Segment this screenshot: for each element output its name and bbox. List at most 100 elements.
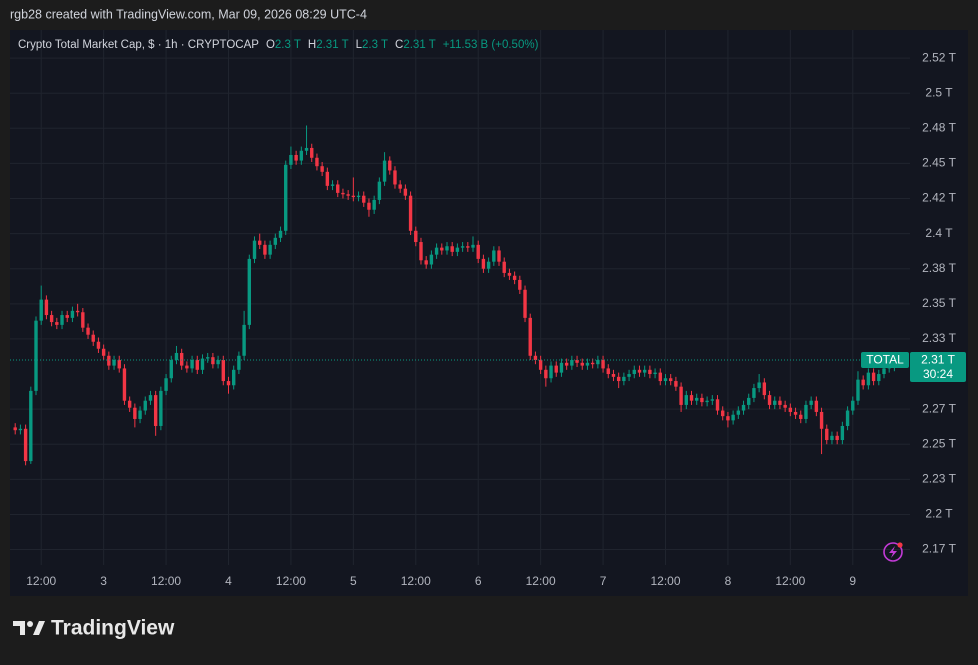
candle-body xyxy=(507,272,512,276)
candle-body xyxy=(825,428,829,441)
candle-body xyxy=(143,400,147,411)
legend-key: C xyxy=(395,39,403,51)
candle-body xyxy=(799,414,803,419)
lightning-icon[interactable] xyxy=(889,546,897,558)
candle-body xyxy=(450,246,454,252)
candle-body xyxy=(231,369,236,386)
candle-body xyxy=(466,246,470,248)
candle-body xyxy=(330,184,335,186)
candle-body xyxy=(642,369,647,373)
countdown-label: 30:24 xyxy=(923,367,953,381)
y-tick-label: 2.23 T xyxy=(922,472,956,486)
candle-body xyxy=(606,368,610,375)
candle-body xyxy=(284,164,288,231)
x-tick-label: 6 xyxy=(475,574,482,588)
candle-body xyxy=(75,310,80,313)
chart-panel xyxy=(10,30,968,596)
candle-body xyxy=(289,154,293,165)
candle-body xyxy=(304,147,309,151)
candle-body xyxy=(153,395,158,426)
candle-body xyxy=(367,202,371,210)
candle-body xyxy=(747,397,751,405)
candle-body xyxy=(346,194,350,196)
candle-body xyxy=(221,359,225,382)
x-tick-label: 12:00 xyxy=(650,574,680,588)
candle-body xyxy=(356,195,361,198)
last-price-tag-box xyxy=(861,351,909,368)
axes: 2.52 T 2.5 T 2.48 T 2.45 T 2.42 T 2.4 T 2.38 T… xyxy=(26,50,966,588)
candle-body xyxy=(658,372,662,382)
y-tick-label: 2.48 T xyxy=(922,120,956,134)
legend-change: +11.53 B (+0.50%) xyxy=(443,39,539,51)
candle-body xyxy=(736,410,741,415)
candle-body xyxy=(585,362,590,366)
candle-body xyxy=(648,369,652,375)
candle-body xyxy=(55,322,59,325)
y-tick-label: 2.25 T xyxy=(922,436,956,450)
candle-body xyxy=(538,359,543,370)
x-tick-label: 12:00 xyxy=(401,574,431,588)
candle-body xyxy=(18,428,23,431)
candle-body xyxy=(845,410,850,426)
candle-body xyxy=(122,368,127,401)
y-tick-label: 2.38 T xyxy=(922,261,956,275)
candle-body xyxy=(668,378,673,382)
candle-body xyxy=(226,381,231,386)
x-tick-label: 12:00 xyxy=(276,574,306,588)
candle-body xyxy=(721,410,725,417)
candle-body xyxy=(351,195,356,198)
last-price-tag: TOTAL xyxy=(866,353,904,367)
candle-body xyxy=(29,390,33,462)
candle-body xyxy=(559,362,564,373)
candle-body xyxy=(674,381,678,387)
candle-body xyxy=(533,355,538,360)
candle-body xyxy=(549,365,553,379)
candle-body xyxy=(570,359,574,366)
lightning-button[interactable] xyxy=(883,542,903,562)
y-tick-label: 2.4 T xyxy=(925,226,953,240)
candle-body xyxy=(679,386,683,405)
candle-body xyxy=(169,359,173,379)
candle-body xyxy=(622,376,626,382)
candle-body xyxy=(112,359,116,366)
candle-body xyxy=(429,254,434,265)
logo-shape xyxy=(13,621,25,635)
candle-body xyxy=(492,250,496,262)
y-tick-label: 2.33 T xyxy=(922,331,956,345)
candle-body xyxy=(252,240,257,259)
logo-shape xyxy=(33,621,45,635)
candle-body xyxy=(13,427,17,431)
candle-body xyxy=(424,260,428,265)
legend-key: L xyxy=(356,39,363,51)
candle-body xyxy=(185,365,189,369)
candle-body xyxy=(70,310,75,318)
candle-body xyxy=(835,435,839,441)
candle-body xyxy=(601,359,605,369)
candle-body xyxy=(564,362,569,366)
candle-body xyxy=(377,181,382,200)
candle-body xyxy=(856,379,860,401)
candle-body xyxy=(502,261,506,273)
candle-body xyxy=(164,378,168,391)
candle-body xyxy=(788,407,793,412)
candle-body xyxy=(258,240,262,245)
candle-body xyxy=(247,258,252,325)
x-tick-label: 7 xyxy=(600,574,607,588)
legend-value: 2.3 T xyxy=(275,39,301,51)
lightning-ring[interactable] xyxy=(883,542,903,562)
candle-body xyxy=(205,357,210,359)
candle-body xyxy=(336,184,340,193)
candle-body xyxy=(60,315,64,325)
x-tick-label: 8 xyxy=(725,574,732,588)
candle-body xyxy=(263,244,267,255)
candle-body xyxy=(871,372,876,382)
y-tick-label: 2.2 T xyxy=(925,507,953,521)
candle-body xyxy=(299,150,304,161)
candle-body xyxy=(611,374,616,377)
candle-body xyxy=(544,369,548,379)
legend: Crypto Total Market Cap, $ · 1h · CRYPTO… xyxy=(18,39,539,51)
candle-body xyxy=(138,410,142,419)
candle-body xyxy=(382,160,387,182)
